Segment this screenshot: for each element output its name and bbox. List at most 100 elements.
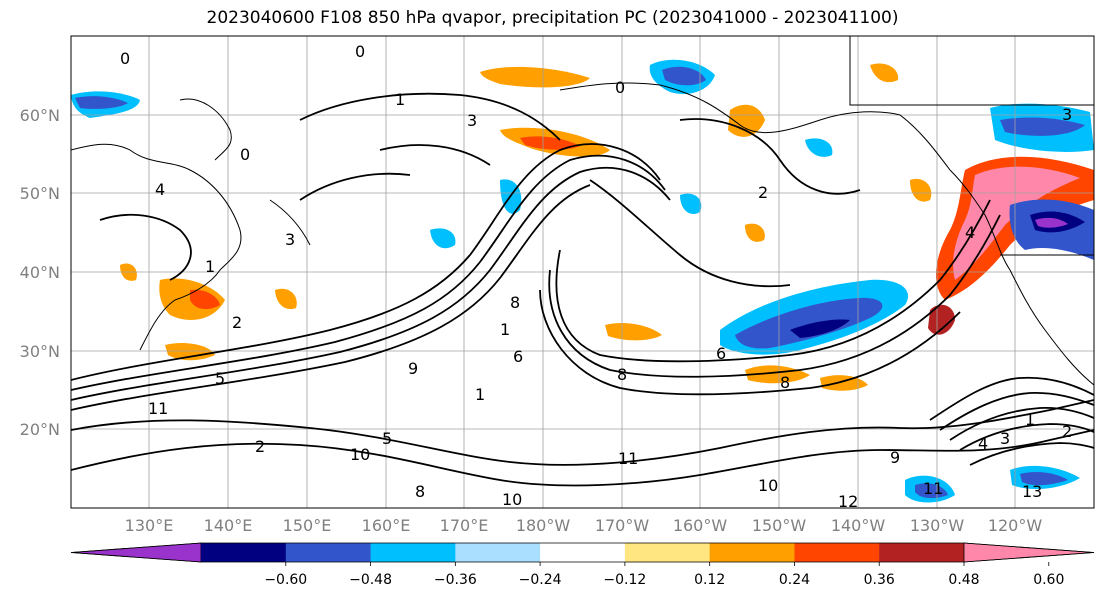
lon-label: 130°E	[125, 516, 174, 535]
colorbar-tick-label: 0.12	[694, 572, 725, 588]
contour-label: 2	[1062, 422, 1072, 441]
patch-purple	[1035, 217, 1068, 228]
colorbar-tick-label: −0.12	[603, 572, 646, 588]
patch-orange	[870, 63, 899, 83]
contour-label: 1	[475, 385, 485, 404]
contour-label: 2	[232, 313, 242, 332]
lon-label: 140°W	[831, 516, 886, 535]
colorbar-segment	[879, 543, 965, 562]
coastlines	[71, 36, 1094, 386]
lat-label: 50°N	[20, 184, 60, 203]
patch-darkblue	[915, 483, 948, 499]
colorbar: −0.60 −0.48 −0.36 −0.24 −0.12 0.12 0.24 0.36 0.4…	[70, 542, 1095, 588]
contour-label: 8	[617, 365, 627, 384]
patch-orange	[480, 66, 590, 88]
lon-label: 170°W	[595, 516, 650, 535]
colorbar-extend-min	[70, 542, 202, 563]
colorbar-tick-label: −0.48	[349, 572, 392, 588]
lon-label: 140°E	[204, 516, 253, 535]
contour-label: 10	[502, 490, 522, 509]
lat-label: 20°N	[20, 420, 60, 439]
contour-label: 11	[923, 479, 943, 498]
colorbar-tick-label: 0.48	[948, 572, 979, 588]
colorbar-tick-label: −0.24	[519, 572, 562, 588]
colorbar-segment	[201, 543, 287, 562]
colorbar-tick-label: −0.36	[434, 572, 477, 588]
colorbar-segment	[370, 543, 456, 562]
colorbar-segment	[709, 543, 795, 562]
gridlines	[71, 36, 1094, 508]
contour-label: 4	[155, 180, 165, 199]
contour-label: 8	[510, 293, 520, 312]
contour-label: 3	[285, 230, 295, 249]
lat-label: 30°N	[20, 342, 60, 361]
patch-orange	[275, 288, 297, 310]
patch-orange	[745, 223, 765, 242]
contour-label: 0	[240, 145, 250, 164]
contour-label: 4	[965, 223, 975, 242]
contour-label: 3	[1062, 105, 1072, 124]
colorbar-tick-label: 0.60	[1033, 572, 1064, 588]
contour-label: 1	[205, 257, 215, 276]
contour-label: 4	[978, 434, 988, 453]
patch-orange	[605, 323, 662, 341]
contour-label: 10	[350, 445, 370, 464]
colorbar-segment	[285, 543, 372, 562]
patch-orange	[728, 104, 765, 137]
contour-label: 1	[1025, 410, 1035, 429]
lat-axis: 60°N 50°N 40°N 30°N 20°N	[20, 106, 60, 439]
patch-red	[190, 289, 220, 310]
lon-label: 160°E	[362, 516, 411, 535]
lat-label: 60°N	[20, 106, 60, 125]
lon-label: 130°W	[910, 516, 965, 535]
lon-label: 150°E	[283, 516, 332, 535]
colorbar-tick-label: −0.60	[264, 572, 307, 588]
contour-label: 3	[467, 111, 477, 130]
patch-orange	[910, 178, 932, 202]
contour-label: 0	[120, 49, 130, 68]
colorbar-extend-max	[963, 542, 1095, 563]
contour-label: 0	[355, 42, 365, 61]
patch-darkblue	[735, 297, 883, 349]
patch-orange	[165, 343, 215, 361]
lon-label: 170°E	[440, 516, 489, 535]
contour-label: 5	[215, 369, 225, 388]
colorbar-tick-label: 0.24	[779, 572, 810, 588]
patch-darkblue	[662, 66, 706, 86]
contour-label: 9	[408, 359, 418, 378]
patch-pink	[953, 166, 1080, 280]
patch-blue	[680, 193, 702, 215]
contour-label: 6	[716, 344, 726, 363]
contour-label: 9	[890, 448, 900, 467]
contour-label: 6	[513, 347, 523, 366]
contour-label-group: 0 0 0 0 1 1 1 1 1 2 2 2 2 3 3 3 3 4 4 4 …	[120, 42, 1072, 509]
map-title: 2023040600 F108 850 hPa qvapor, precipit…	[206, 8, 899, 28]
lat-label: 40°N	[20, 263, 60, 282]
lon-axis: 130°E 140°E 150°E 160°E 170°E 180°W 170°…	[125, 516, 1043, 535]
lon-label: 160°W	[673, 516, 728, 535]
contour-label: 5	[382, 429, 392, 448]
contour-lines	[71, 92, 1094, 487]
patch-darkred	[928, 304, 955, 335]
contour-label: 11	[148, 399, 168, 418]
patch-darkblue	[1000, 117, 1085, 136]
lon-label: 120°W	[988, 516, 1043, 535]
patch-darkblue	[1020, 472, 1068, 486]
contour-label: 2	[255, 437, 265, 456]
patch-darkblue	[75, 96, 128, 109]
patch-orange	[820, 375, 868, 391]
patch-blue	[430, 228, 456, 249]
contour-label: 10	[758, 476, 778, 495]
colorbar-outline	[70, 542, 1095, 563]
lon-label: 150°W	[752, 516, 807, 535]
contour-label: 3	[1000, 429, 1010, 448]
contour-label: 11	[618, 449, 638, 468]
contour-label: 8	[415, 482, 425, 501]
colorbar-tick-label: 0.36	[864, 572, 895, 588]
colorbar-segment	[540, 543, 626, 562]
patch-navy	[790, 319, 850, 338]
contour-label: 13	[1022, 482, 1042, 501]
contour-label: 1	[500, 320, 510, 339]
contour-label: 8	[780, 373, 790, 392]
